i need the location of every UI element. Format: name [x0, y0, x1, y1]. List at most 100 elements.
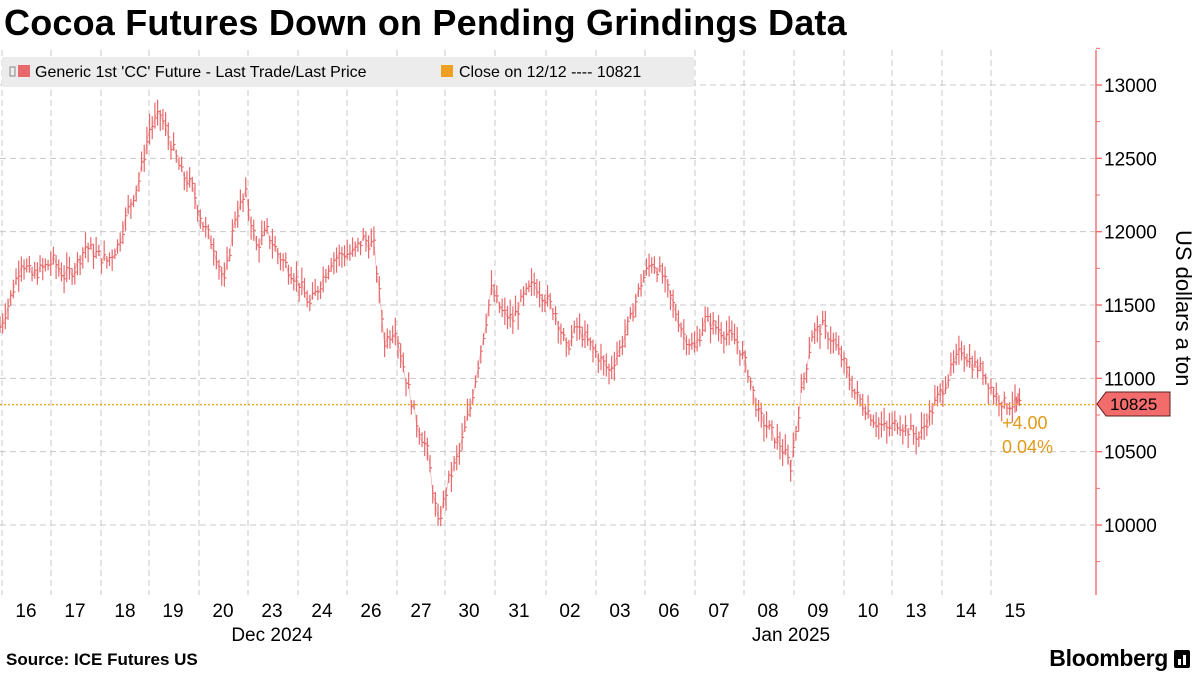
price-connector: [833, 339, 837, 346]
price-connector: [368, 241, 372, 250]
price-connector: [664, 276, 669, 285]
price-connector: [697, 339, 700, 341]
x-tick-label: 13: [905, 601, 926, 622]
price-connector: [624, 321, 628, 335]
price-connector: [915, 436, 920, 440]
price-connector: [843, 358, 848, 368]
price-connector: [307, 301, 310, 304]
legend-background: [2, 57, 694, 87]
price-connector: [330, 260, 335, 267]
price-connector: [58, 268, 62, 276]
x-tick-label: 09: [807, 601, 828, 622]
price-connector: [547, 295, 551, 302]
price-connector: [37, 265, 41, 278]
price-connector: [921, 426, 925, 429]
price-connector: [680, 328, 685, 335]
legend-item-close: Close on 12/12 ---- 10821: [441, 64, 641, 81]
price-connector: [167, 137, 172, 150]
price-connector: [141, 159, 145, 163]
price-connector: [221, 273, 225, 279]
price-connector: [560, 332, 564, 336]
price-connector: [734, 339, 738, 343]
price-connector: [595, 351, 599, 362]
price-connector: [443, 495, 447, 500]
price-connector: [640, 277, 645, 286]
price-connector: [931, 400, 936, 413]
price-connector: [218, 266, 222, 275]
price-connector: [29, 265, 33, 276]
price-connector: [811, 330, 815, 338]
price-connector: [988, 386, 992, 389]
price-connector: [165, 125, 169, 138]
x-tick-label: 10: [857, 601, 878, 622]
price-connector: [45, 264, 49, 266]
price-connector: [146, 129, 150, 142]
price-connector: [822, 320, 826, 327]
price-connector: [790, 447, 794, 472]
legend: Generic 1st 'CC' Future - Last Trade/Las…: [2, 57, 694, 87]
price-connector: [210, 244, 214, 252]
price-connector: [651, 264, 655, 269]
price-connector: [85, 246, 89, 249]
x-tick-label: 26: [360, 601, 381, 622]
price-connector: [563, 334, 567, 343]
price-connector: [614, 355, 618, 366]
price-connector: [10, 291, 14, 296]
price-connector: [619, 345, 623, 348]
price-connector: [969, 358, 973, 371]
price-connector: [357, 242, 361, 246]
price-connector: [600, 357, 604, 362]
price-connector: [798, 387, 802, 418]
price-connector: [186, 178, 190, 184]
price-connector: [979, 363, 984, 376]
legend-bar-icon: [9, 66, 16, 77]
price-connector: [178, 165, 182, 168]
price-connector: [1004, 397, 1008, 409]
price-connector: [603, 361, 607, 368]
price-connector: [352, 246, 356, 251]
price-connector: [114, 244, 118, 255]
price-connector: [77, 259, 81, 265]
price-connector: [793, 431, 797, 448]
price-connector: [865, 410, 869, 415]
price-connector: [34, 270, 38, 278]
price-connector: [590, 341, 594, 349]
price-connector: [328, 265, 332, 272]
price-connector: [173, 144, 177, 157]
price-connector: [517, 296, 522, 315]
price-connector: [240, 199, 244, 203]
price-connector: [253, 230, 257, 245]
price-connector: [293, 276, 297, 282]
price-connector: [480, 338, 484, 352]
price-connector: [63, 267, 68, 279]
price-connector: [248, 209, 252, 226]
price-connector: [312, 291, 316, 294]
price-connector: [413, 404, 417, 426]
x-tick-label: 16: [15, 601, 36, 622]
price-connector: [208, 229, 212, 245]
price-connector: [771, 427, 775, 443]
price-connector: [149, 126, 153, 130]
price-connector: [758, 408, 762, 414]
price-connector: [485, 304, 490, 326]
price-connector: [924, 425, 927, 428]
price-connector: [365, 240, 369, 250]
price-connector: [859, 399, 864, 409]
price-connector: [731, 333, 735, 340]
price-connector: [1012, 397, 1016, 408]
x-tick-label: 03: [609, 601, 630, 622]
price-connector: [400, 356, 404, 367]
price-connector: [894, 420, 898, 429]
price-connector: [389, 335, 393, 340]
price-connector: [598, 357, 602, 362]
price-connector: [531, 281, 535, 284]
price-connector: [579, 327, 583, 340]
price-connector: [419, 434, 423, 443]
price-connector: [288, 274, 292, 279]
price-connector: [841, 358, 845, 360]
y-tick-label: 13000: [1104, 76, 1157, 97]
price-connector: [779, 446, 783, 454]
price-connector: [138, 162, 142, 182]
price-connector: [226, 255, 230, 261]
price-connector: [675, 314, 679, 326]
